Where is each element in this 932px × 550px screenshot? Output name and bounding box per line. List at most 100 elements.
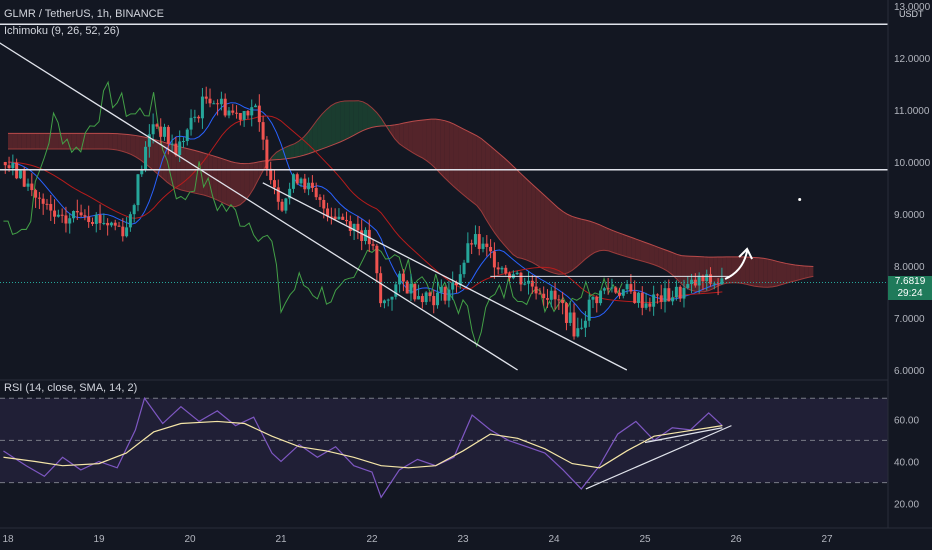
cloud-segment — [699, 256, 705, 292]
candle-body — [34, 190, 38, 198]
candle-body — [580, 327, 584, 329]
cloud-segment — [235, 162, 241, 207]
candle-body — [193, 116, 197, 118]
candle-body — [106, 222, 110, 226]
cloud-segment — [672, 252, 677, 280]
cloud-segment — [490, 146, 495, 234]
candle-body — [697, 275, 701, 286]
candle-body — [382, 300, 386, 304]
x-tick-label: 20 — [184, 534, 196, 545]
candle-body — [462, 262, 466, 275]
rsi-trendline — [644, 427, 723, 444]
candle-body — [272, 180, 276, 188]
candle-body — [614, 287, 618, 293]
candle-body — [454, 282, 458, 286]
cloud-segment — [544, 195, 550, 272]
drawings — [0, 23, 888, 371]
candle-body — [633, 291, 637, 303]
candle-body — [394, 284, 398, 297]
candle-body — [231, 110, 235, 113]
candle-body — [75, 211, 79, 213]
candle-body — [261, 122, 265, 140]
cloud-segment — [667, 250, 673, 275]
cloud-segment — [117, 133, 122, 152]
cloud-segment — [485, 142, 491, 227]
cloud-segment — [240, 163, 245, 205]
candle-body — [79, 212, 83, 216]
cloud-segment — [572, 216, 577, 271]
rsi-trendline — [585, 425, 732, 490]
cloud-segment — [271, 152, 277, 160]
candle-body — [663, 288, 667, 302]
candle-body — [705, 274, 709, 282]
cloud-segment — [499, 153, 504, 245]
symbol-title[interactable]: GLMR / TetherUS, 1h, BINANCE — [4, 8, 164, 20]
ichimoku-label[interactable]: Ichimoku (9, 26, 52, 26) — [4, 25, 120, 37]
candle-body — [348, 221, 352, 231]
candle-body — [591, 296, 595, 300]
cloud-segment — [594, 222, 600, 253]
cloud-segment — [362, 101, 368, 131]
cloud-segment — [358, 100, 363, 133]
cloud-segment — [763, 258, 768, 288]
trendline — [262, 182, 628, 371]
cloud-segment — [35, 133, 40, 149]
cloud-segment — [340, 100, 345, 142]
marker-dot — [798, 197, 802, 201]
candle-body — [166, 126, 170, 144]
cloud-segment — [290, 143, 295, 159]
candle-body — [276, 187, 280, 202]
candle-body — [30, 183, 34, 191]
cloud-segment — [417, 120, 423, 158]
cloud-segment — [440, 119, 445, 178]
rsi-ma-line — [3, 420, 723, 469]
candle-body — [326, 208, 330, 217]
cloud-segment — [190, 149, 195, 194]
cloud-segment — [8, 133, 13, 149]
cloud-segment — [590, 221, 595, 256]
rsi-y-tick-label: 60.00 — [894, 415, 919, 426]
candle-body — [291, 174, 295, 189]
candle-body — [140, 169, 144, 175]
cloud-segment — [576, 217, 582, 267]
candle-body — [197, 116, 201, 119]
candle-body — [682, 287, 686, 299]
candle-body — [709, 274, 713, 284]
candle-body — [208, 98, 212, 104]
cloud-segment — [244, 163, 250, 202]
candle-body — [508, 273, 512, 279]
cloud-segment — [535, 187, 541, 268]
candle-body — [113, 222, 117, 226]
candle-body — [318, 197, 322, 200]
candle-body — [128, 214, 132, 228]
candle-body — [451, 282, 455, 290]
candle-body — [98, 214, 102, 224]
cloud-segment — [795, 264, 800, 281]
cloud-segment — [303, 131, 309, 156]
candle-body — [557, 299, 561, 301]
candle-body — [45, 203, 49, 205]
candle-body — [572, 312, 576, 337]
candle-body — [458, 274, 462, 286]
candle-body — [538, 293, 542, 295]
cloud-segment — [108, 133, 113, 150]
candle-body — [117, 225, 121, 227]
cloud-segment — [608, 228, 614, 253]
candle-body — [303, 178, 307, 190]
cloud-segment — [335, 101, 341, 144]
candle-body — [7, 165, 11, 169]
cloud-segment — [153, 139, 159, 175]
cloud-segment — [372, 107, 377, 128]
rsi-label[interactable]: RSI (14, close, SMA, 14, 2) — [4, 382, 138, 394]
candle-body — [504, 267, 508, 274]
candle-body — [269, 168, 273, 181]
chikou-span — [3, 80, 623, 348]
candle-body — [219, 98, 223, 105]
cloud-segment — [635, 239, 641, 261]
cloud-segment — [663, 249, 668, 272]
candle-body — [314, 187, 318, 198]
candle-body — [390, 296, 394, 300]
cloud-segment — [658, 247, 664, 269]
candle-body — [174, 143, 178, 156]
